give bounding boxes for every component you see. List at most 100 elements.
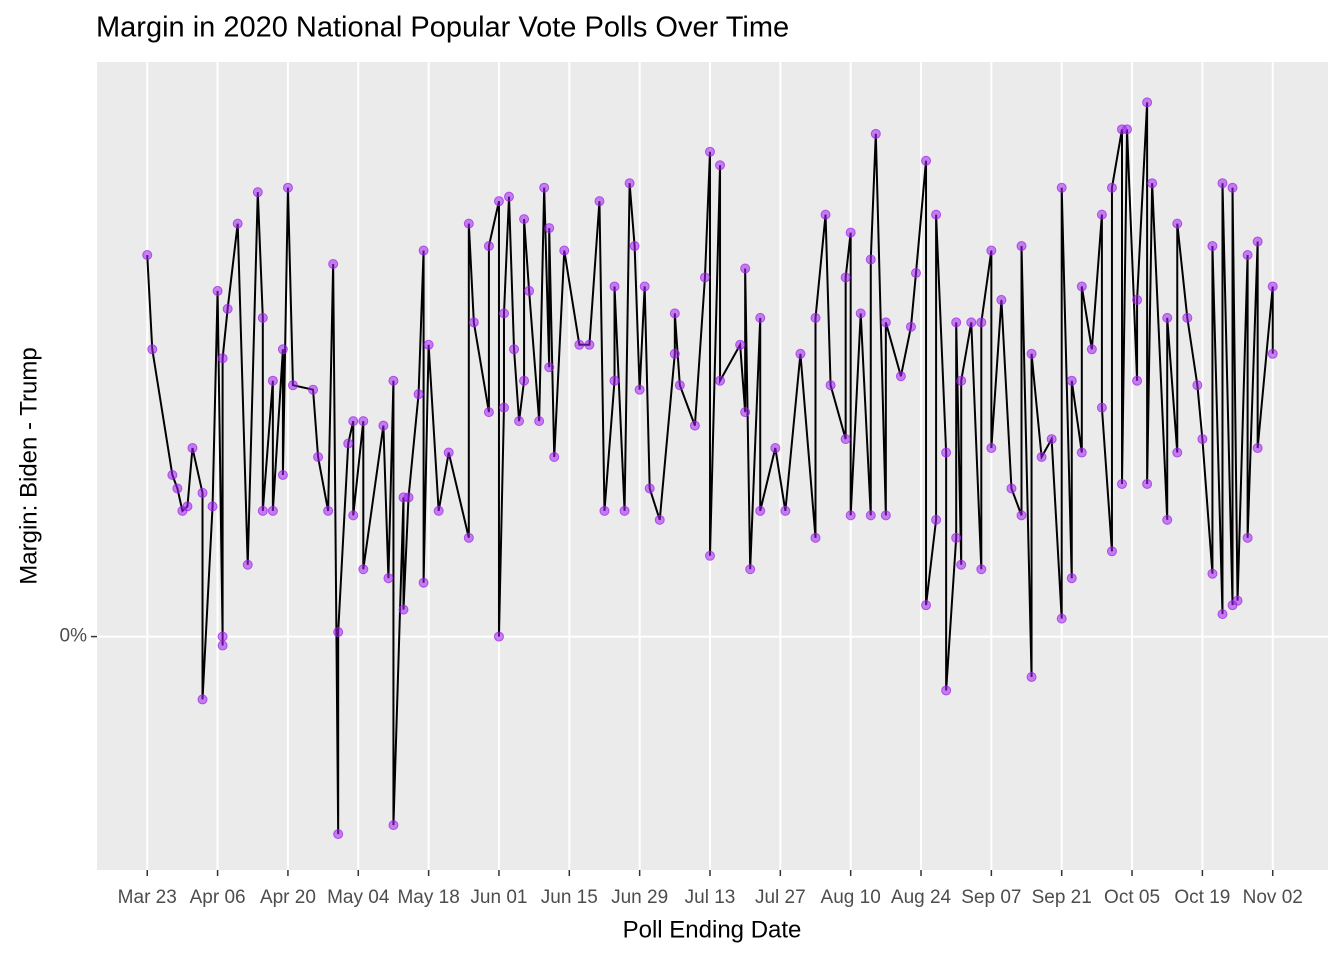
point [172,483,183,494]
point [1207,568,1218,579]
point [845,227,856,238]
point [277,469,288,480]
point [921,155,932,166]
point [594,196,605,207]
point [277,344,288,355]
point [870,128,881,139]
point [941,447,952,458]
point [323,505,334,516]
point [333,829,344,840]
point [1162,514,1173,525]
point [1056,182,1067,193]
point [1096,402,1107,413]
point [966,317,977,328]
point [493,631,504,642]
point [931,209,942,220]
point [735,339,746,350]
point [1192,380,1203,391]
point [267,375,278,386]
point [770,443,781,454]
point [840,434,851,445]
y-axis-label: Margin: Biden - Trump [15,347,42,584]
point [674,380,685,391]
point [1227,182,1238,193]
point [358,416,369,427]
point [534,416,545,427]
x-tick-label: Apr 06 [190,887,246,908]
point [413,389,424,400]
point [348,416,359,427]
point [1046,434,1057,445]
point [941,685,952,696]
point [1076,281,1087,292]
point [544,362,555,373]
point [584,339,595,350]
point [654,514,665,525]
point [976,564,987,575]
point [1242,250,1253,261]
point [624,178,635,189]
point [574,339,585,350]
point [704,550,715,561]
point [182,501,193,512]
point [910,267,921,278]
point [1267,281,1278,292]
point [1252,443,1263,454]
x-tick-label: Oct 05 [1104,887,1160,908]
x-tick-label: Jul 13 [685,887,736,908]
point [699,272,710,283]
point [1106,182,1117,193]
point [463,218,474,229]
point [609,375,620,386]
point [493,196,504,207]
point [639,281,650,292]
point [1217,178,1228,189]
point [1242,532,1253,543]
point [1016,241,1027,252]
point [549,452,560,463]
point [257,312,268,323]
point [1006,483,1017,494]
point [1132,375,1143,386]
point [498,402,509,413]
point [845,510,856,521]
point [559,245,570,256]
point [755,312,766,323]
point [217,640,228,651]
point [423,339,434,350]
point [1122,124,1133,135]
point [629,241,640,252]
point [544,223,555,234]
x-tick-label: Sep 07 [961,887,1021,908]
point [504,191,515,202]
point [1026,348,1037,359]
point [539,182,550,193]
point [142,250,153,261]
point [257,505,268,516]
point [403,492,414,503]
point [905,321,916,332]
point [509,344,520,355]
point [418,245,429,256]
point [498,308,509,319]
point [609,281,620,292]
point [212,285,223,296]
point [1267,348,1278,359]
point [282,182,293,193]
point [232,218,243,229]
point [921,600,932,611]
point [986,443,997,454]
point [669,348,680,359]
x-tick-label: Aug 10 [821,887,881,908]
x-tick-label: May 18 [397,887,459,908]
x-tick-label: Sep 21 [1032,887,1092,908]
point [1066,375,1077,386]
point [644,483,655,494]
y-tick-label: 0% [60,626,88,647]
chart-title: Margin in 2020 National Popular Vote Pol… [96,12,789,44]
point [780,505,791,516]
point [1116,478,1127,489]
point [483,241,494,252]
point [524,285,535,296]
